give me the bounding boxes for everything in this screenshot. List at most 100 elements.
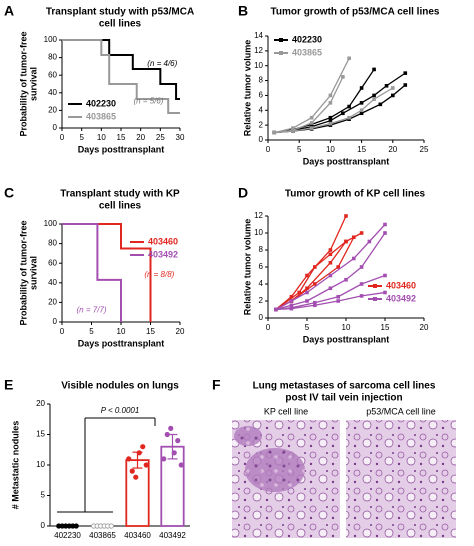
x-tick-label: 20	[420, 323, 429, 332]
legend-marker	[373, 284, 377, 288]
x-tick-label: 30	[176, 133, 185, 142]
growth-point	[372, 97, 376, 101]
y-tick-label: 4	[259, 105, 264, 114]
growth-point	[359, 108, 364, 113]
chart-title: Tumor growth of p53/MCA cell lines	[271, 7, 440, 18]
y-tick-label: 0	[41, 521, 46, 530]
growth-point	[341, 75, 345, 79]
x-tick-label: 20	[176, 327, 185, 336]
survival-line	[62, 39, 180, 100]
panel-letter: D	[238, 185, 248, 201]
growth-point	[289, 299, 294, 303]
growth-point	[344, 239, 348, 244]
growth-point	[347, 104, 351, 109]
bar	[125, 459, 150, 527]
chart-title: Transplant study with p53/MCA	[46, 7, 194, 18]
growth-point	[328, 252, 333, 257]
y-axis-label: survival	[28, 67, 38, 101]
growth-point	[305, 286, 309, 291]
x-tick-label: 15	[381, 323, 390, 332]
x-axis-label: Days posttransplant	[303, 334, 390, 344]
y-tick-label: 2	[259, 120, 264, 129]
growth-point	[274, 307, 278, 312]
y-axis-label: survival	[28, 256, 38, 290]
x-tick-label: 403460	[124, 531, 151, 540]
growth-point	[289, 294, 294, 299]
x-tick-label: 20	[388, 145, 397, 154]
growth-point	[352, 256, 356, 261]
y-tick-label: 2	[259, 296, 264, 305]
y-tick-label: 100	[44, 219, 58, 228]
growth-point	[328, 118, 333, 123]
data-point	[129, 468, 135, 474]
growth-line	[275, 232, 362, 311]
y-tick-label: 20	[48, 298, 57, 307]
annotation: (n = 7/7)	[76, 305, 106, 314]
y-axis-label: Probability of tumor-free	[18, 220, 28, 325]
legend-label: 402230	[86, 98, 116, 108]
growth-point	[359, 282, 364, 286]
y-tick-label: 80	[48, 53, 57, 62]
y-tick-label: 0	[259, 135, 264, 144]
x-tick-label: 15	[117, 133, 126, 142]
growth-point	[328, 273, 333, 278]
growth-point	[305, 290, 309, 295]
data-point	[136, 450, 142, 456]
p-value: P < 0.0001	[101, 406, 140, 415]
legend-label: 402230	[292, 34, 322, 44]
growth-point	[289, 303, 294, 308]
growth-point	[383, 273, 387, 278]
growth-point	[313, 303, 317, 308]
panel-letter: B	[238, 3, 248, 19]
y-tick-label: 10	[254, 61, 263, 70]
y-tick-label: 80	[48, 239, 57, 248]
y-tick-label: 0	[259, 313, 264, 322]
legend-marker	[373, 297, 377, 301]
x-tick-label: 0	[60, 327, 65, 336]
image-label: KP cell line	[264, 406, 308, 416]
y-tick-label: 14	[254, 31, 263, 40]
growth-point	[328, 101, 333, 105]
y-tick-label: 6	[259, 262, 264, 271]
growth-point	[336, 299, 340, 303]
growth-point	[313, 300, 317, 305]
panel-letter: A	[4, 3, 14, 19]
chart-title: cell lines	[99, 201, 142, 212]
growth-point	[384, 83, 389, 88]
growth-point	[391, 86, 395, 90]
x-tick-label: 10	[326, 145, 335, 154]
data-point	[140, 444, 146, 450]
growth-point	[378, 102, 383, 107]
y-tick-label: 4	[259, 279, 264, 288]
growth-line	[274, 87, 394, 134]
growth-point	[328, 248, 333, 252]
growth-point	[372, 67, 376, 72]
y-axis-label: Relative tumor volume	[242, 40, 252, 137]
growth-point	[297, 290, 301, 295]
x-tick-label: 20	[136, 133, 145, 142]
growth-point	[313, 282, 317, 286]
growth-point	[328, 115, 333, 120]
growth-point	[305, 299, 309, 303]
growth-point	[344, 277, 348, 282]
growth-point	[328, 260, 333, 265]
annotation: (n = 8/8)	[144, 270, 174, 279]
x-tick-label: 0	[266, 145, 271, 154]
y-tick-label: 5	[41, 491, 46, 500]
growth-point	[391, 93, 395, 98]
panel-letter: F	[212, 377, 221, 393]
panel-letter: C	[4, 185, 14, 201]
chart-title: cell lines	[99, 19, 142, 30]
data-point	[175, 437, 181, 444]
data-point	[168, 425, 174, 431]
growth-point	[372, 93, 376, 98]
legend-marker	[279, 38, 283, 42]
x-tick-label: 5	[89, 327, 94, 336]
legend-label: 403865	[292, 47, 322, 57]
data-point	[126, 456, 132, 462]
growth-point	[341, 111, 345, 116]
x-tick-label: 5	[297, 145, 302, 154]
y-tick-label: 8	[259, 245, 264, 254]
y-tick-label: 8	[259, 76, 264, 85]
y-tick-label: 20	[36, 399, 45, 408]
